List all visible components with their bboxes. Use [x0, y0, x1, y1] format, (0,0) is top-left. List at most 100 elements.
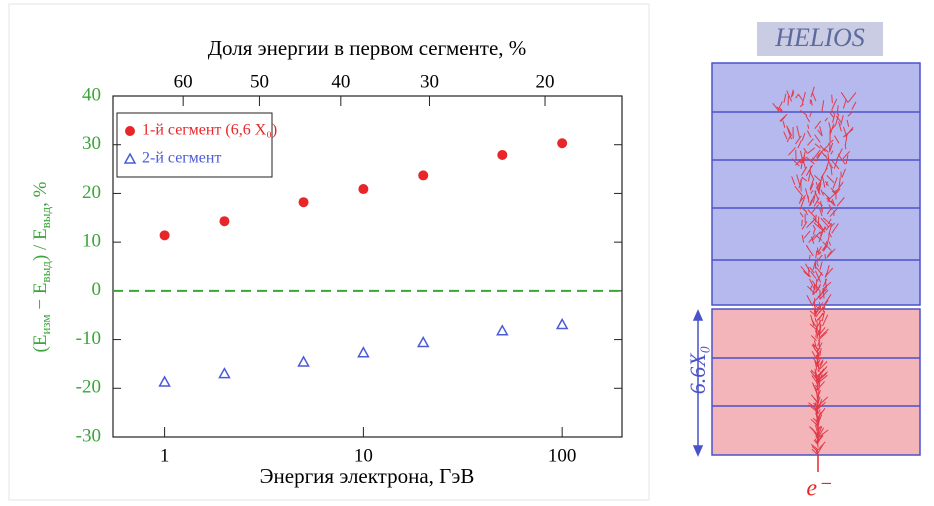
shower-track	[791, 91, 795, 97]
shower-track	[782, 120, 786, 128]
shower-track	[813, 340, 818, 350]
shower-track	[819, 361, 828, 370]
shower-track	[786, 90, 793, 102]
shower-track	[826, 207, 832, 215]
y-tick-label: 0	[92, 279, 102, 300]
shower-track	[817, 183, 822, 194]
shower-track	[817, 437, 820, 443]
shower-track	[816, 434, 819, 448]
shower-track	[816, 312, 825, 322]
shower-track	[835, 115, 843, 124]
shower-track	[814, 307, 817, 317]
depth-label: 6.6X₀	[685, 346, 710, 395]
shower-track	[814, 410, 819, 414]
shower-track	[803, 161, 807, 170]
shower-track	[810, 219, 815, 225]
shower-track	[812, 157, 816, 162]
shower-track	[846, 119, 850, 127]
shower-track	[817, 360, 824, 372]
shower-track	[805, 115, 811, 123]
x2-tick-label: 20	[536, 71, 555, 92]
shower-track	[844, 133, 848, 146]
shower-track	[809, 310, 815, 315]
shower-track	[819, 208, 823, 217]
shower-track	[817, 381, 825, 390]
shower-track	[810, 99, 813, 106]
shower-track	[825, 264, 830, 277]
shower-track	[810, 271, 817, 279]
x2-tick-label: 60	[174, 71, 193, 92]
data-point	[219, 216, 230, 227]
shower-track	[814, 368, 818, 378]
shower-track	[817, 374, 828, 384]
shower-track	[776, 106, 782, 112]
data-point	[358, 184, 369, 195]
shower-track	[813, 398, 819, 404]
shower-track	[812, 356, 820, 366]
shower-track	[812, 402, 819, 408]
data-point	[497, 149, 508, 160]
shower-track	[819, 328, 829, 338]
y-label-part: ) / E	[30, 228, 51, 261]
shower-track	[823, 293, 832, 306]
shower-track	[810, 189, 814, 194]
shower-track	[816, 302, 824, 313]
depth-arrow	[692, 309, 704, 457]
shower-track	[809, 323, 817, 330]
data-point	[297, 355, 310, 367]
shower-track	[817, 425, 822, 431]
shower-track	[818, 301, 822, 311]
shower-track	[837, 153, 846, 165]
shower-track	[811, 318, 817, 328]
shower-track	[819, 331, 828, 340]
shower-track	[809, 278, 816, 290]
y-tick-label: 40	[82, 84, 101, 105]
legend-label: 2-й сегмент	[142, 150, 221, 167]
shower-track	[814, 190, 819, 201]
shower-track	[820, 200, 823, 213]
shower-track	[815, 278, 818, 290]
shower-track	[807, 124, 810, 129]
shower-track	[847, 92, 857, 103]
shower-track	[841, 168, 846, 178]
shower-track	[812, 303, 816, 307]
shower-track	[812, 344, 816, 351]
shower-track	[829, 142, 834, 153]
shower-track	[815, 419, 819, 426]
y-label-part: , %	[30, 181, 51, 207]
shower-track	[795, 93, 800, 99]
shower-track	[831, 109, 835, 115]
legend-label: 1-й сегмент (6,6 X₀)	[142, 122, 277, 139]
shower-track	[799, 212, 804, 218]
shower-track	[815, 250, 818, 259]
shower-track	[816, 401, 819, 407]
shower-track	[811, 335, 817, 342]
shower-track	[845, 154, 849, 165]
y-tick-label: 20	[82, 182, 101, 203]
shower-track	[832, 113, 836, 123]
shower-track	[817, 427, 825, 439]
shower-track	[828, 241, 832, 246]
shower-track	[821, 100, 825, 112]
shower-track	[822, 241, 832, 251]
shower-track	[826, 175, 835, 184]
shower-track	[816, 449, 819, 455]
shower-track	[835, 113, 840, 125]
shower-track	[842, 128, 854, 138]
x2-axis-label: Доля энергии в первом сегменте, %	[208, 36, 527, 60]
shower-track	[828, 204, 833, 211]
data-point	[557, 138, 568, 149]
shower-track	[814, 327, 818, 333]
shower-track	[805, 164, 814, 177]
shower-track	[835, 181, 844, 193]
plot-frame	[112, 95, 623, 438]
shower-track	[813, 222, 824, 232]
y-label-part: (E	[30, 335, 51, 353]
shower-track	[796, 125, 800, 138]
shower-track	[790, 89, 794, 98]
shower-track	[827, 218, 832, 225]
shower-track	[840, 92, 849, 104]
shower-track	[816, 262, 819, 267]
shower-track	[819, 359, 824, 366]
shower-track	[836, 105, 839, 115]
